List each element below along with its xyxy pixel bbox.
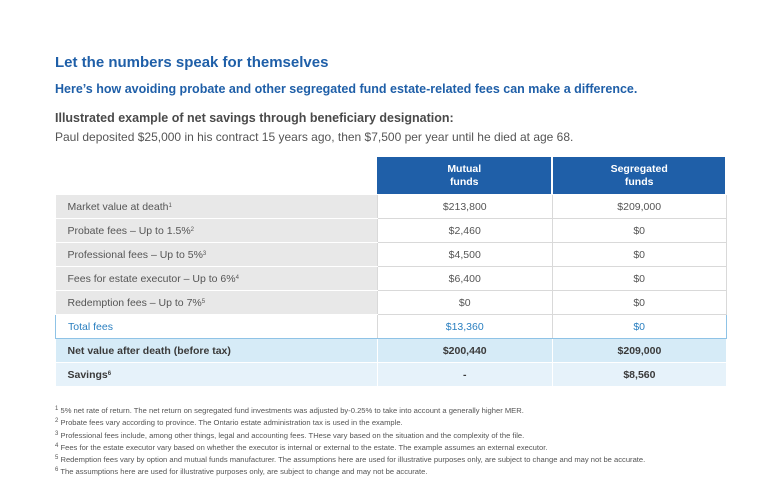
footnote-ref: 3 [202,250,207,257]
segregated-funds-value: $209,000 [552,194,727,219]
segregated-funds-value: $8,560 [552,362,726,386]
table-row: Fees for estate executor – Up to 6%4 $6,… [55,266,727,291]
footnote-ref: 5 [201,298,206,305]
row-label: Probate fees – Up to 1.5%2 [55,218,378,243]
mutual-funds-value: $4,500 [376,242,553,267]
example-text: Paul deposited $25,000 in his contract 1… [55,130,574,144]
segregated-funds-value: $0 [552,266,727,291]
segregated-funds-value: $0 [552,242,727,267]
savings-row: Savings6 - $8,560 [55,362,726,386]
table-row: Redemption fees – Up to 7%5 $0 $0 [55,290,727,315]
mutual-funds-value: $6,400 [376,266,553,291]
footnote-text: 5% net rate of return. The net return on… [60,406,524,415]
row-label-text: Redemption fees – Up to 7% [67,296,202,309]
total-fees-row: Total fees $13,360 $0 [55,314,727,339]
footnote-text: The assumptions here are used for illust… [60,467,428,477]
net-value-row: Net value after death (before tax) $200,… [55,338,726,363]
footnote: 4 Fees for the estate executor vary base… [55,441,645,453]
footnote-number: 2 [55,418,59,425]
segregated-funds-value: $0 [552,218,727,243]
column-header-line: funds [624,175,654,188]
column-header-segregated-funds: Segregated funds [552,157,727,195]
mutual-funds-value: $2,460 [376,218,553,243]
footnote: 6 The assumptions here are used for illu… [55,465,645,477]
footnote: 1 5% net rate of return. The net return … [55,404,645,416]
row-label-text: Probate fees – Up to 1.5% [67,224,191,237]
footnote-ref: 1 [168,202,172,209]
mutual-funds-value: - [376,362,553,386]
footnote-text: Fees for the estate executor vary based … [60,442,548,452]
footnote-text: Professional fees include, among other t… [60,430,525,440]
column-header-mutual-funds: Mutual funds [377,157,554,195]
mutual-funds-value: $200,440 [376,338,553,363]
page-title: Let the numbers speak for themselves [55,54,329,71]
segregated-funds-value: $0 [552,290,727,315]
segregated-funds-value: $209,000 [552,338,726,363]
row-label-text: Savings [67,368,108,381]
footnote: 5 Redemption fees vary by option and mut… [55,453,645,465]
row-label: Market value at death1 [55,194,378,219]
mutual-funds-value: $13,360 [376,314,553,339]
row-label: Savings6 [55,362,378,386]
row-label: Net value after death (before tax) [55,338,378,363]
footnote-text: Probate fees vary according to province.… [60,418,403,428]
column-header-line: Segregated [610,162,668,175]
row-label-text: Fees for estate executor – Up to 6% [67,272,236,285]
column-header-line: Mutual [447,162,482,175]
header-blank-cell [55,157,378,195]
mutual-funds-value: $213,800 [376,194,553,219]
footnote: 2 Probate fees vary according to provinc… [55,416,645,428]
row-label: Fees for estate executor – Up to 6%4 [55,266,378,291]
segregated-funds-value: $0 [552,314,727,339]
row-label-text: Market value at death [67,200,169,213]
table-row: Probate fees – Up to 1.5%2 $2,460 $0 [55,218,727,243]
footnotes: 1 5% net rate of return. The net return … [55,404,645,478]
column-header-line: funds [449,175,479,188]
footnote-number: 5 [55,455,59,462]
row-label: Professional fees – Up to 5%3 [55,242,378,267]
row-label: Redemption fees – Up to 7%5 [55,290,378,315]
footnote-text: Redemption fees vary by option and mutua… [60,455,646,465]
table-row: Professional fees – Up to 5%3 $4,500 $0 [55,242,727,267]
footnote-ref: 2 [190,226,195,233]
fees-comparison-table: Mutual funds Segregated funds Market val… [55,157,727,386]
footnote-number: 6 [55,467,59,474]
example-title: Illustrated example of net savings throu… [55,111,454,125]
mutual-funds-value: $0 [376,290,553,315]
table-row: Market value at death1 $213,800 $209,000 [55,194,727,219]
footnote: 3 Professional fees include, among other… [55,429,645,441]
row-label: Total fees [55,314,378,339]
footnote-ref: 4 [235,274,239,281]
footnote-number: 3 [55,430,59,437]
footnote-ref: 6 [107,370,112,377]
footnote-number: 1 [55,406,59,412]
row-label-text: Professional fees – Up to 5% [67,248,203,261]
table-header-row: Mutual funds Segregated funds [55,157,727,195]
footnote-number: 4 [55,442,59,449]
page-subtitle: Here’s how avoiding probate and other se… [55,82,638,96]
